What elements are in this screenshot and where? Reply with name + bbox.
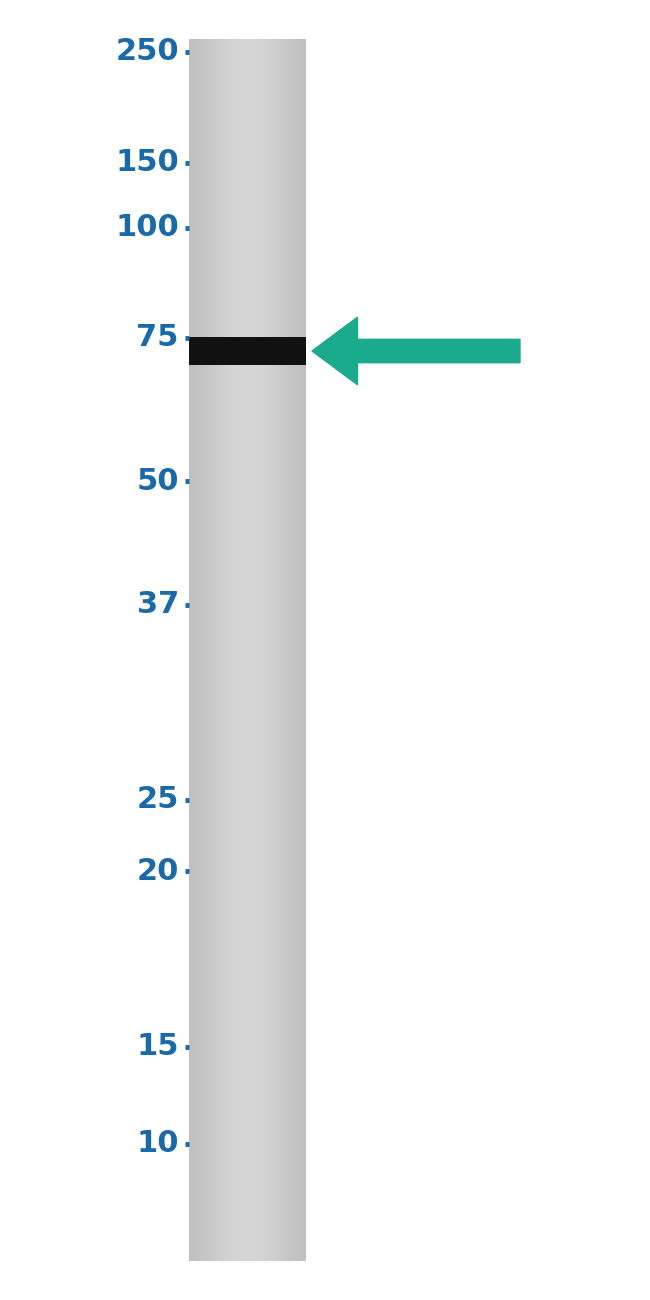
Bar: [241, 39, 243, 1261]
Bar: [298, 39, 300, 1261]
Bar: [256, 39, 258, 1261]
Bar: [188, 337, 306, 365]
Bar: [211, 39, 213, 1261]
Bar: [259, 39, 261, 1261]
Bar: [212, 39, 214, 1261]
Bar: [275, 39, 277, 1261]
Bar: [198, 39, 200, 1261]
Bar: [221, 39, 223, 1261]
Bar: [235, 39, 237, 1261]
Bar: [282, 39, 284, 1261]
Bar: [207, 39, 209, 1261]
Bar: [250, 39, 252, 1261]
Bar: [225, 39, 227, 1261]
Bar: [272, 39, 274, 1261]
Bar: [268, 39, 270, 1261]
Bar: [278, 39, 280, 1261]
Bar: [253, 39, 255, 1261]
Text: 250: 250: [115, 38, 179, 66]
Text: 10: 10: [136, 1130, 179, 1158]
Bar: [266, 39, 268, 1261]
Bar: [285, 39, 287, 1261]
Text: 25: 25: [136, 785, 179, 814]
Bar: [218, 39, 220, 1261]
Text: 100: 100: [115, 213, 179, 242]
Bar: [194, 39, 196, 1261]
Bar: [296, 39, 299, 1261]
Bar: [260, 39, 263, 1261]
Bar: [188, 39, 190, 1261]
Bar: [287, 39, 289, 1261]
Text: 37: 37: [136, 590, 179, 619]
Bar: [246, 39, 248, 1261]
Bar: [222, 39, 224, 1261]
Bar: [289, 39, 292, 1261]
Bar: [254, 39, 256, 1261]
Text: 75: 75: [136, 324, 179, 352]
Bar: [193, 39, 195, 1261]
Bar: [202, 39, 204, 1261]
Text: 150: 150: [115, 148, 179, 177]
Bar: [261, 39, 264, 1261]
Text: 20: 20: [136, 857, 179, 885]
Bar: [216, 39, 218, 1261]
Bar: [270, 39, 272, 1261]
Bar: [213, 39, 216, 1261]
Bar: [276, 39, 278, 1261]
Bar: [239, 39, 240, 1261]
Bar: [224, 39, 226, 1261]
Bar: [234, 39, 236, 1261]
Bar: [304, 39, 306, 1261]
Bar: [231, 39, 233, 1261]
Text: 50: 50: [136, 467, 179, 495]
Bar: [206, 39, 208, 1261]
Bar: [227, 39, 229, 1261]
Bar: [302, 39, 305, 1261]
Bar: [274, 39, 276, 1261]
Bar: [203, 39, 205, 1261]
Bar: [283, 39, 286, 1261]
Bar: [257, 39, 259, 1261]
Bar: [242, 39, 244, 1261]
Bar: [219, 39, 221, 1261]
Bar: [301, 39, 303, 1261]
Bar: [291, 39, 293, 1261]
Text: 15: 15: [136, 1032, 179, 1061]
Bar: [229, 39, 231, 1261]
Bar: [214, 39, 217, 1261]
Bar: [240, 39, 242, 1261]
Bar: [300, 39, 302, 1261]
Bar: [209, 39, 211, 1261]
Bar: [244, 39, 246, 1261]
Bar: [192, 39, 194, 1261]
Bar: [292, 39, 294, 1261]
Bar: [205, 39, 207, 1261]
FancyArrow shape: [312, 317, 520, 385]
Bar: [247, 39, 249, 1261]
Bar: [233, 39, 235, 1261]
Bar: [199, 39, 201, 1261]
Bar: [265, 39, 266, 1261]
Bar: [295, 39, 298, 1261]
Bar: [248, 39, 251, 1261]
Bar: [190, 39, 192, 1261]
Bar: [281, 39, 283, 1261]
Bar: [196, 39, 198, 1261]
Bar: [252, 39, 254, 1261]
Bar: [269, 39, 271, 1261]
Bar: [288, 39, 290, 1261]
Bar: [237, 39, 239, 1261]
Bar: [200, 39, 202, 1261]
Bar: [228, 39, 230, 1261]
Bar: [294, 39, 296, 1261]
Bar: [263, 39, 265, 1261]
Bar: [280, 39, 281, 1261]
